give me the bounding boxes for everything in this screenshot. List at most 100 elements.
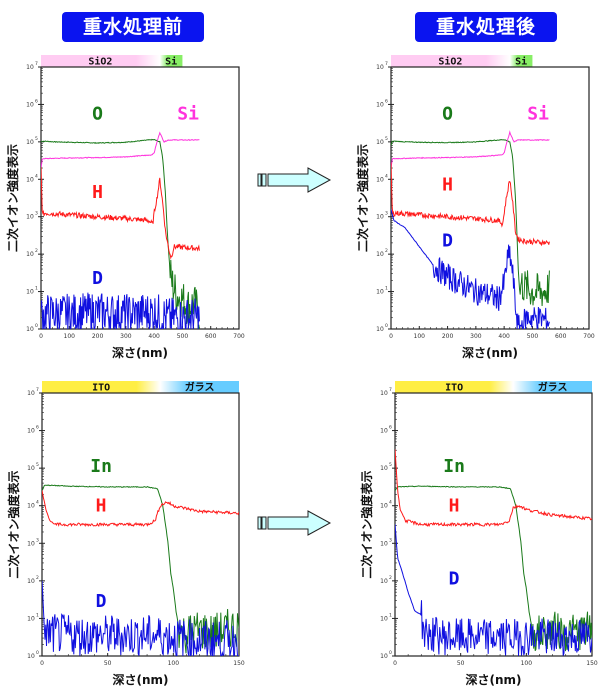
layer-label: ガラス [538,381,568,394]
x-tick-label: 400 [498,333,510,340]
arrow-right-icon [257,167,332,193]
y-tick-exponent: 0 [36,650,39,656]
x-tick-label: 600 [205,333,217,340]
y-tick-label: 10 [27,465,35,472]
y-tick-label: 10 [26,101,34,108]
y-tick-label: 10 [27,615,35,622]
y-tick-label: 10 [380,615,388,622]
series-label-D: D [442,231,453,252]
y-axis-title: 二次イオン強度表示 [6,470,21,578]
x-tick-label: 0 [39,333,43,340]
y-tick-exponent: 3 [35,211,38,217]
y-tick-label: 10 [376,101,384,108]
y-tick-label: 10 [27,390,35,397]
y-tick-label: 10 [26,176,34,183]
series-line-H [41,167,200,260]
y-tick-exponent: 1 [36,612,39,618]
layer-label: SiO2 [88,56,112,68]
series-label-H: H [96,495,107,516]
x-tick-label: 0 [389,333,393,340]
y-axis-title: 二次イオン強度表示 [359,470,374,578]
layer-label: Si [515,56,527,68]
x-tick-label: 500 [527,333,539,340]
x-tick-label: 50 [457,660,465,667]
y-tick-exponent: 0 [35,323,38,329]
layer-label: ガラス [185,381,215,394]
y-tick-exponent: 3 [385,211,388,217]
series-label-H: H [449,495,460,516]
layer-bar-0 [41,55,160,67]
y-tick-exponent: 7 [36,387,39,393]
y-tick-exponent: 6 [389,425,392,431]
layer-bar-0 [395,381,514,393]
y-tick-exponent: 4 [36,500,39,506]
y-tick-label: 10 [380,540,388,547]
series-label-D: D [96,591,107,612]
x-tick-label: 400 [148,333,160,340]
y-tick-exponent: 2 [389,575,392,581]
x-tick-label: 300 [120,333,132,340]
x-axis-title: 深さ(nm) [462,345,518,360]
series-line-H [395,449,592,528]
y-tick-exponent: 4 [389,500,392,506]
arrow-body [267,167,332,193]
y-tick-exponent: 5 [389,462,392,468]
series-line-H [391,162,550,247]
series-line-O [391,139,550,307]
series-label-O: O [92,103,103,124]
x-tick-label: 100 [414,333,426,340]
layer-label: Si [165,56,177,68]
arrow-tail-bar [257,516,262,530]
y-tick-label: 10 [27,503,35,510]
layer-bar-0 [42,381,161,393]
series-label-In: In [443,456,465,477]
y-tick-label: 10 [26,214,34,221]
layer-bar-1 [160,381,239,393]
x-tick-label: 200 [442,333,454,340]
x-axis-title: 深さ(nm) [112,345,168,360]
x-tick-label: 100 [168,660,180,667]
x-axis-title: 深さ(nm) [112,672,168,687]
y-tick-exponent: 7 [389,387,392,393]
y-tick-exponent: 4 [385,173,388,179]
y-tick-label: 10 [26,139,34,146]
x-tick-label: 100 [64,333,76,340]
series-line-D [391,209,550,329]
y-tick-exponent: 5 [35,136,38,142]
y-axis-title: 二次イオン強度表示 [355,144,370,252]
y-tick-exponent: 7 [385,61,388,67]
y-tick-label: 10 [380,503,388,510]
arrow-tail-bar [257,173,262,187]
x-tick-label: 200 [92,333,104,340]
y-tick-label: 10 [376,176,384,183]
y-tick-label: 10 [380,390,388,397]
layer-bar-0 [391,55,510,67]
y-tick-exponent: 2 [385,248,388,254]
y-tick-label: 10 [380,578,388,585]
y-tick-label: 10 [26,289,34,296]
x-tick-label: 600 [555,333,567,340]
y-tick-label: 10 [380,465,388,472]
x-tick-label: 700 [583,333,595,340]
series-line-Si [391,130,550,169]
series-line-Si [41,131,200,168]
series-line-D [395,524,592,656]
series-label-D: D [92,268,103,289]
y-tick-exponent: 3 [389,537,392,543]
y-tick-exponent: 2 [36,575,39,581]
y-tick-exponent: 6 [385,98,388,104]
y-tick-exponent: 6 [36,425,39,431]
y-axis-title: 二次イオン強度表示 [5,144,20,252]
x-axis-title: 深さ(nm) [465,672,521,687]
title-after-treatment: 重水処理後 [415,12,557,42]
x-tick-label: 700 [233,333,245,340]
series-label-O: O [442,103,453,124]
layer-label: ITO [445,383,463,394]
y-tick-label: 10 [376,251,384,258]
x-tick-label: 50 [104,660,112,667]
x-tick-label: 100 [521,660,533,667]
y-tick-label: 10 [27,428,35,435]
